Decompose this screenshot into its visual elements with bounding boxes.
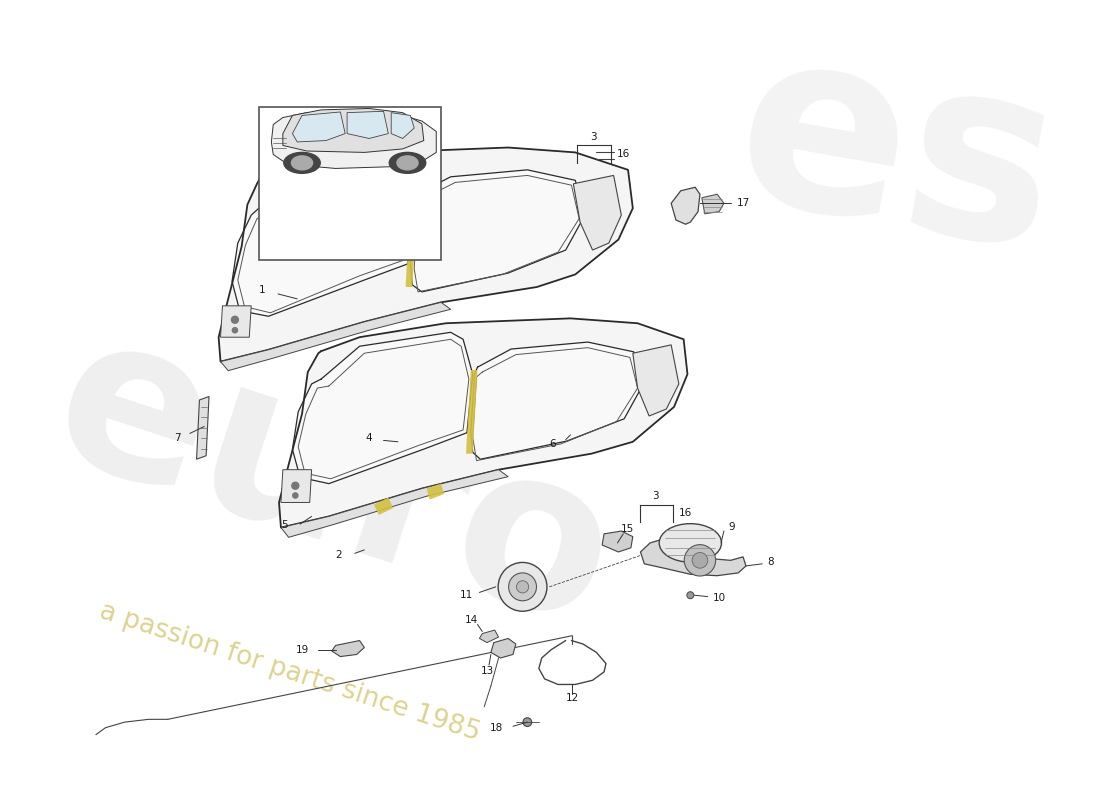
Polygon shape — [602, 531, 632, 552]
Polygon shape — [406, 203, 417, 287]
Polygon shape — [293, 332, 473, 484]
Text: 3: 3 — [652, 491, 659, 501]
Text: 5: 5 — [280, 521, 287, 530]
Polygon shape — [332, 641, 364, 657]
Text: 19: 19 — [296, 645, 309, 654]
Bar — [258, 107, 441, 261]
Text: euro: euro — [29, 294, 638, 674]
Circle shape — [293, 493, 298, 498]
Text: 1: 1 — [258, 285, 265, 294]
Text: 11: 11 — [460, 590, 473, 600]
Text: 13: 13 — [481, 666, 494, 675]
Circle shape — [692, 553, 707, 568]
Polygon shape — [410, 170, 585, 292]
Text: 16: 16 — [617, 149, 630, 159]
Circle shape — [508, 573, 537, 601]
Text: 16: 16 — [679, 508, 692, 518]
Circle shape — [686, 592, 694, 598]
Text: 10: 10 — [713, 593, 726, 603]
Text: 15: 15 — [620, 524, 634, 534]
Polygon shape — [232, 159, 412, 316]
Polygon shape — [348, 111, 388, 138]
Ellipse shape — [397, 156, 418, 170]
Polygon shape — [272, 110, 437, 169]
Circle shape — [292, 482, 299, 490]
Polygon shape — [283, 109, 424, 153]
Polygon shape — [471, 342, 644, 459]
Polygon shape — [219, 147, 632, 362]
Polygon shape — [220, 306, 251, 337]
Polygon shape — [392, 113, 415, 138]
Polygon shape — [480, 630, 498, 642]
Text: 2: 2 — [336, 550, 342, 560]
Ellipse shape — [659, 524, 722, 562]
Polygon shape — [702, 194, 724, 214]
Circle shape — [517, 581, 529, 593]
Text: 14: 14 — [465, 614, 478, 625]
Polygon shape — [427, 484, 444, 500]
Text: es: es — [719, 9, 1075, 302]
Ellipse shape — [389, 153, 426, 174]
Polygon shape — [280, 470, 311, 502]
Text: a passion for parts since 1985: a passion for parts since 1985 — [96, 598, 483, 746]
Text: 12: 12 — [565, 694, 579, 703]
Text: 3: 3 — [591, 132, 597, 142]
Polygon shape — [632, 345, 679, 416]
Polygon shape — [374, 498, 393, 515]
Polygon shape — [640, 538, 746, 576]
Text: 8: 8 — [767, 558, 773, 567]
Polygon shape — [491, 638, 516, 658]
Text: 7: 7 — [174, 434, 180, 443]
Text: 18: 18 — [491, 722, 504, 733]
Circle shape — [232, 328, 238, 333]
Polygon shape — [293, 112, 345, 142]
Ellipse shape — [284, 153, 320, 174]
Polygon shape — [197, 397, 209, 459]
Text: 17: 17 — [736, 198, 749, 208]
Circle shape — [522, 718, 531, 726]
Text: 9: 9 — [728, 522, 735, 532]
Circle shape — [231, 316, 239, 323]
Polygon shape — [280, 470, 508, 538]
Polygon shape — [573, 175, 622, 250]
Polygon shape — [671, 187, 700, 224]
Text: 4: 4 — [365, 434, 372, 443]
Circle shape — [498, 562, 547, 611]
Ellipse shape — [292, 156, 312, 170]
Polygon shape — [220, 302, 451, 370]
Polygon shape — [279, 318, 688, 527]
Polygon shape — [466, 370, 477, 454]
Text: 6: 6 — [550, 439, 557, 449]
Circle shape — [684, 545, 716, 576]
